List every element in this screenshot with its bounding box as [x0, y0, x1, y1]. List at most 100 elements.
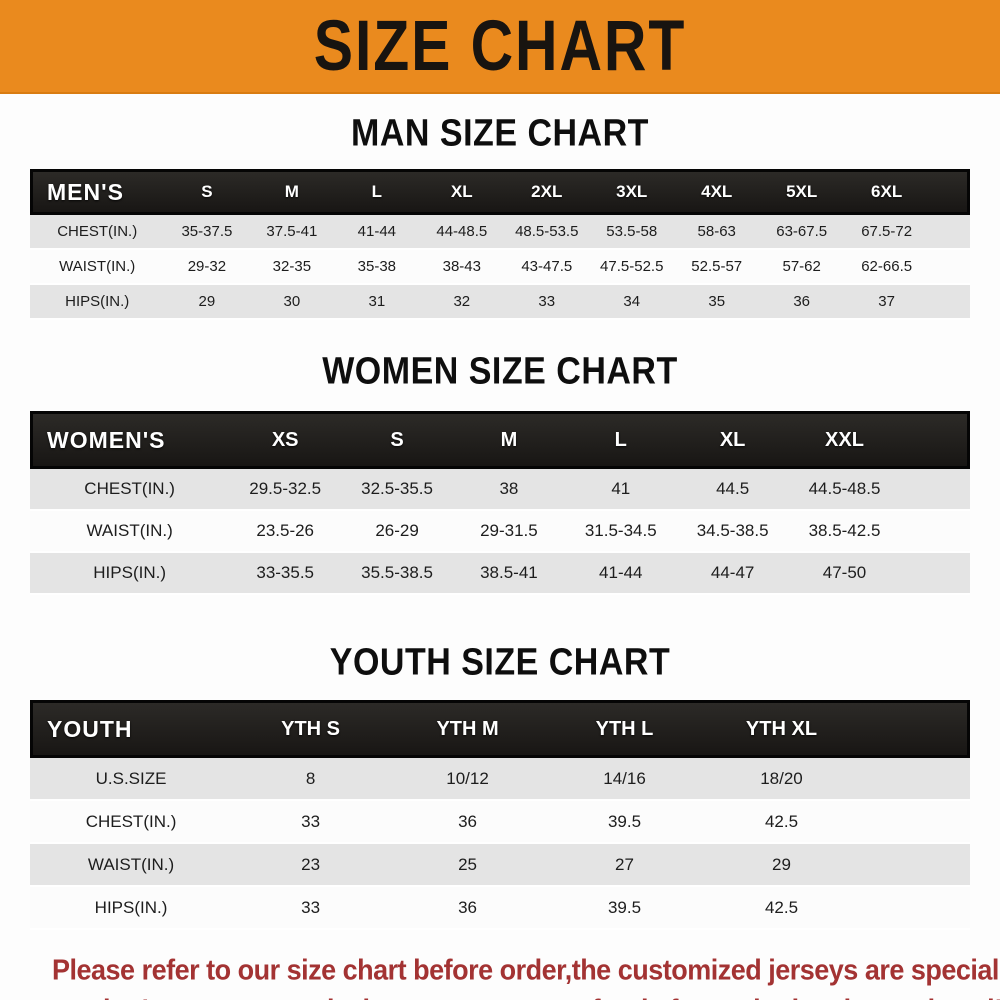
- value-cell: [859, 758, 970, 801]
- table-header-cell: 5XL: [759, 169, 845, 215]
- value-cell: 34.5-38.5: [676, 511, 789, 553]
- value-cell: 32: [419, 285, 505, 320]
- table-header-cell: M: [249, 169, 335, 215]
- table-header-cell: XL: [419, 169, 505, 215]
- value-cell: 35.5-38.5: [341, 553, 453, 595]
- youth-section-heading: YOUTH SIZE CHART: [329, 640, 671, 684]
- women-size-table: WOMEN'S XS S M L XL XXL CHEST(IN.) 29.5-32.5 32.…: [30, 411, 970, 595]
- table-header-cell: [859, 700, 970, 758]
- women-section-heading: WOMEN SIZE CHART: [322, 349, 678, 393]
- value-cell: 47-50: [788, 553, 901, 595]
- table-header-row: YOUTH YTH S YTH M YTH L YTH XL: [30, 700, 970, 758]
- value-cell: [859, 844, 970, 887]
- value-cell: 39.5: [546, 801, 703, 844]
- table-row: CHEST(IN.) 29.5-32.5 32.5-35.5 38 41 44.5 44.5…: [30, 469, 970, 511]
- row-label-cell: HIPS(IN.): [30, 553, 230, 595]
- table-title-cell: MEN'S: [30, 169, 165, 215]
- value-cell: 67.5-72: [844, 215, 930, 250]
- table-row: WAIST(IN.) 23.5-26 26-29 29-31.5 31.5-34.5 34…: [30, 511, 970, 553]
- man-size-table-wrap: MEN'S S M L XL 2XL 3XL 4XL 5XL 6XL CHEST(IN.) 35-3…: [0, 169, 1000, 320]
- table-header-cell: L: [334, 169, 420, 215]
- table-header-row: MEN'S S M L XL 2XL 3XL 4XL 5XL 6XL: [30, 169, 970, 215]
- value-cell: 35-37.5: [164, 215, 250, 250]
- row-label-cell: CHEST(IN.): [30, 801, 233, 844]
- table-header-cell: S: [341, 411, 453, 469]
- value-cell: 23: [232, 844, 390, 887]
- table-header-cell: 4XL: [674, 169, 760, 215]
- table-header-cell: L: [564, 411, 677, 469]
- value-cell: 29: [703, 844, 860, 887]
- table-header-cell: YTH XL: [703, 700, 860, 758]
- table-header-cell: [900, 411, 970, 469]
- value-cell: 44.5: [676, 469, 789, 511]
- value-cell: 25: [389, 844, 547, 887]
- value-cell: [900, 553, 970, 595]
- row-label-cell: CHEST(IN.): [30, 215, 165, 250]
- value-cell: 38: [452, 469, 565, 511]
- man-size-table: MEN'S S M L XL 2XL 3XL 4XL 5XL 6XL CHEST(IN.) 35-3…: [30, 169, 970, 320]
- value-cell: 38.5-41: [452, 553, 565, 595]
- value-cell: 42.5: [703, 801, 860, 844]
- row-label-cell: CHEST(IN.): [30, 469, 230, 511]
- value-cell: 33: [504, 285, 590, 320]
- table-row: WAIST(IN.) 29-32 32-35 35-38 38-43 43-47.5 47.…: [30, 250, 970, 285]
- value-cell: 36: [389, 801, 547, 844]
- value-cell: 44-47: [676, 553, 789, 595]
- table-row: U.S.SIZE 8 10/12 14/16 18/20: [30, 758, 970, 801]
- value-cell: 63-67.5: [759, 215, 845, 250]
- value-cell: [859, 887, 970, 930]
- value-cell: [929, 215, 970, 250]
- table-header-cell: XL: [676, 411, 789, 469]
- value-cell: 38-43: [419, 250, 505, 285]
- table-header-cell: XXL: [788, 411, 901, 469]
- value-cell: 36: [759, 285, 845, 320]
- value-cell: 41-44: [564, 553, 677, 595]
- value-cell: [859, 801, 970, 844]
- value-cell: 36: [389, 887, 547, 930]
- row-label-cell: HIPS(IN.): [30, 887, 233, 930]
- table-header-cell: M: [452, 411, 565, 469]
- row-label-cell: WAIST(IN.): [30, 511, 230, 553]
- women-size-table-wrap: WOMEN'S XS S M L XL XXL CHEST(IN.) 29.5-32.5 32.…: [0, 411, 1000, 595]
- value-cell: 8: [232, 758, 390, 801]
- table-row: HIPS(IN.) 29 30 31 32 33 34 35 36 37: [30, 285, 970, 320]
- value-cell: 41: [564, 469, 677, 511]
- table-header-cell: XS: [229, 411, 342, 469]
- value-cell: 58-63: [674, 215, 760, 250]
- table-header-cell: S: [164, 169, 250, 215]
- value-cell: [929, 250, 970, 285]
- value-cell: 27: [546, 844, 703, 887]
- table-header-cell: 3XL: [589, 169, 675, 215]
- value-cell: 33: [232, 801, 390, 844]
- value-cell: 43-47.5: [504, 250, 590, 285]
- row-label-cell: WAIST(IN.): [30, 250, 165, 285]
- value-cell: 37.5-41: [249, 215, 335, 250]
- youth-size-table: YOUTH YTH S YTH M YTH L YTH XL U.S.SIZE 8 10/1…: [30, 700, 970, 930]
- row-label-cell: WAIST(IN.): [30, 844, 233, 887]
- value-cell: 29: [164, 285, 250, 320]
- footer-note: Please refer to our size chart before or…: [52, 950, 1000, 1000]
- table-title-cell: YOUTH: [30, 700, 233, 758]
- value-cell: 31: [334, 285, 420, 320]
- value-cell: 29.5-32.5: [229, 469, 342, 511]
- value-cell: [929, 285, 970, 320]
- table-header-cell: 6XL: [844, 169, 930, 215]
- table-row: HIPS(IN.) 33 36 39.5 42.5: [30, 887, 970, 930]
- value-cell: 57-62: [759, 250, 845, 285]
- value-cell: [900, 469, 970, 511]
- table-header-cell: [929, 169, 970, 215]
- value-cell: 26-29: [341, 511, 453, 553]
- table-header-cell: YTH S: [232, 700, 390, 758]
- value-cell: 18/20: [703, 758, 860, 801]
- value-cell: 47.5-52.5: [589, 250, 675, 285]
- value-cell: 62-66.5: [844, 250, 930, 285]
- table-row: CHEST(IN.) 33 36 39.5 42.5: [30, 801, 970, 844]
- value-cell: 37: [844, 285, 930, 320]
- youth-size-table-wrap: YOUTH YTH S YTH M YTH L YTH XL U.S.SIZE 8 10/1…: [0, 700, 1000, 930]
- value-cell: 33: [232, 887, 390, 930]
- value-cell: 31.5-34.5: [564, 511, 677, 553]
- footer-note-line: Please refer to our size chart before or…: [52, 954, 1000, 986]
- footer-note-line: we don't accept cancel, change, teturn o…: [52, 990, 1000, 1000]
- value-cell: 38.5-42.5: [788, 511, 901, 553]
- value-cell: 34: [589, 285, 675, 320]
